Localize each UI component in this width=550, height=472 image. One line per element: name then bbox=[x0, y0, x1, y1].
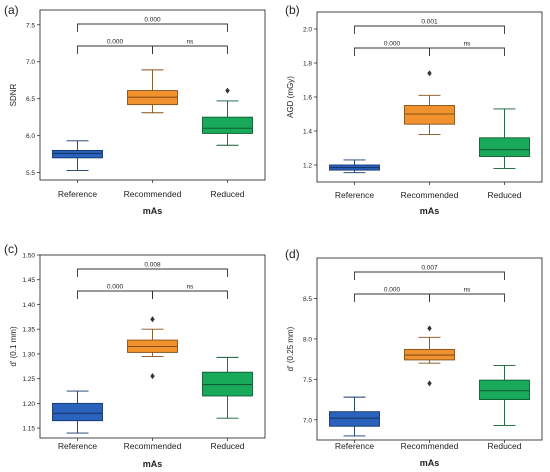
x-tick-label: Reference bbox=[58, 189, 97, 199]
significance-label: 0.007 bbox=[421, 265, 438, 272]
significance-label: 0.001 bbox=[421, 19, 438, 26]
significance-label: 0.000 bbox=[107, 39, 124, 46]
x-tick-label: Reference bbox=[335, 441, 374, 451]
significance-label: 0.000 bbox=[384, 41, 401, 48]
y-tick-label: 1.8 bbox=[303, 61, 312, 68]
significance-bracket bbox=[152, 45, 228, 54]
outlier-point bbox=[427, 380, 432, 387]
significance-label: 0.000 bbox=[144, 17, 161, 24]
x-axis-label: mAs bbox=[143, 459, 163, 469]
y-tick-label: 1.50 bbox=[22, 253, 35, 260]
y-tick-label: 1.20 bbox=[22, 401, 35, 408]
significance-bracket bbox=[429, 47, 505, 56]
significance-bracket bbox=[77, 268, 228, 277]
x-tick-label: Reduced bbox=[487, 441, 521, 451]
x-axis-label: mAs bbox=[143, 206, 163, 216]
box-iqr bbox=[329, 411, 380, 427]
significance-bracket bbox=[77, 45, 153, 54]
y-tick-label: 1.15 bbox=[22, 426, 35, 433]
significance-bracket bbox=[429, 293, 505, 302]
y-tick-label: 1.6 bbox=[303, 95, 312, 102]
y-tick-label: 2.0 bbox=[303, 27, 312, 34]
y-tick-label: 1.40 bbox=[22, 302, 35, 309]
x-tick-label: Recommended bbox=[401, 441, 459, 451]
x-tick-label: Reference bbox=[58, 441, 97, 451]
y-tick-label: 8.0 bbox=[303, 336, 312, 343]
y-tick-label: 6.5 bbox=[26, 96, 35, 103]
x-axis-label: mAs bbox=[420, 206, 440, 216]
y-tick-label: 1.35 bbox=[22, 327, 35, 334]
significance-bracket bbox=[354, 271, 505, 280]
y-tick-label: 7.5 bbox=[26, 22, 35, 29]
y-tick-label: 1.30 bbox=[22, 351, 35, 358]
outlier-point bbox=[225, 87, 230, 94]
significance-label: ns bbox=[187, 39, 195, 46]
x-tick-label: Reduced bbox=[210, 441, 244, 451]
y-tick-label: 1.25 bbox=[22, 376, 35, 383]
panel-label: (d) bbox=[285, 247, 300, 261]
significance-label: 0.000 bbox=[107, 284, 124, 291]
x-axis-label: mAs bbox=[420, 458, 440, 468]
significance-bracket bbox=[77, 290, 153, 299]
significance-label: 0.000 bbox=[384, 287, 401, 294]
y-tick-label: 1.2 bbox=[303, 163, 312, 170]
panel-label: (b) bbox=[285, 3, 300, 17]
box-iqr bbox=[404, 105, 455, 125]
box-iqr bbox=[202, 116, 253, 134]
outlier-point bbox=[150, 373, 155, 380]
y-axis-label: d' (0.1 mm) bbox=[9, 326, 18, 367]
box-iqr bbox=[52, 149, 103, 159]
significance-label: 0.008 bbox=[144, 262, 161, 269]
significance-bracket bbox=[354, 47, 430, 56]
x-tick-label: Reduced bbox=[210, 189, 244, 199]
significance-bracket bbox=[354, 293, 430, 302]
y-tick-label: 7.0 bbox=[26, 59, 35, 66]
significance-bracket bbox=[354, 25, 505, 34]
panel-label: (c) bbox=[4, 242, 18, 256]
x-tick-label: Reference bbox=[335, 190, 374, 200]
box-iqr bbox=[479, 379, 530, 401]
y-tick-label: 1.45 bbox=[22, 277, 35, 284]
box-iqr bbox=[479, 137, 530, 157]
panel-label: (a) bbox=[4, 3, 19, 17]
significance-bracket bbox=[152, 290, 228, 299]
x-tick-label: Recommended bbox=[124, 189, 182, 199]
y-tick-label: 7.5 bbox=[303, 377, 312, 384]
significance-label: ns bbox=[464, 287, 472, 294]
y-tick-label: 6.0 bbox=[26, 133, 35, 140]
significance-bracket bbox=[77, 23, 228, 32]
x-tick-label: Reduced bbox=[487, 190, 521, 200]
y-tick-label: 8.5 bbox=[303, 296, 312, 303]
significance-label: ns bbox=[464, 41, 472, 48]
y-tick-label: 7.0 bbox=[303, 417, 312, 424]
significance-label: ns bbox=[187, 284, 195, 291]
y-tick-label: 5.5 bbox=[26, 170, 35, 177]
x-tick-label: Recommended bbox=[124, 441, 182, 451]
box-iqr bbox=[52, 402, 103, 422]
y-tick-label: 1.4 bbox=[303, 129, 312, 136]
outlier-point bbox=[427, 325, 432, 332]
x-tick-label: Recommended bbox=[401, 190, 459, 200]
y-axis-label: AGD (mGy) bbox=[286, 76, 295, 118]
outlier-point bbox=[150, 316, 155, 323]
outlier-point bbox=[427, 70, 432, 77]
y-axis-label: SDNR bbox=[9, 83, 18, 106]
y-axis-label: d' (0.25 mm) bbox=[286, 326, 295, 371]
